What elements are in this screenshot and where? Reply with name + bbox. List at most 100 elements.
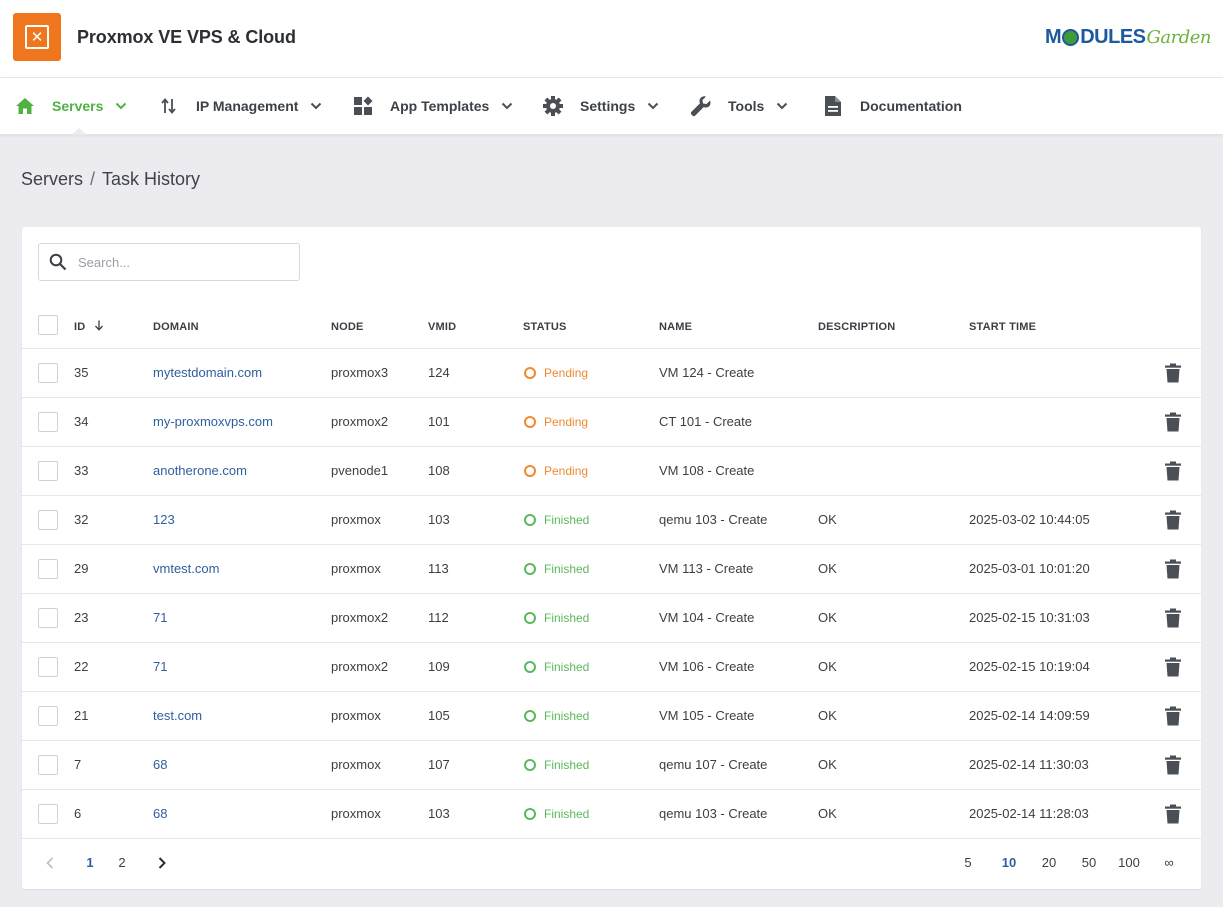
- cell-node: proxmox2: [331, 610, 389, 625]
- cell-vmid: 112: [428, 610, 449, 625]
- cell-domain[interactable]: vmtest.com: [153, 561, 220, 576]
- status-badge: Finished: [524, 496, 589, 544]
- status-circle-icon: [524, 661, 536, 673]
- row-checkbox[interactable]: [38, 804, 58, 824]
- page-size-20[interactable]: 20: [1041, 855, 1057, 870]
- cell-node: proxmox2: [331, 659, 389, 674]
- trash-icon[interactable]: [1164, 755, 1182, 775]
- cell-vmid: 113: [428, 561, 449, 576]
- cell-description: OK: [818, 757, 837, 772]
- nav-ip-management[interactable]: IP Management: [158, 78, 322, 134]
- cell-node: proxmox: [331, 806, 381, 821]
- cell-domain[interactable]: 123: [153, 512, 175, 527]
- cell-domain[interactable]: 71: [153, 610, 168, 625]
- nav-servers[interactable]: Servers: [14, 78, 127, 134]
- row-checkbox[interactable]: [38, 461, 58, 481]
- app-header: ✕ Proxmox VE VPS & Cloud M DULES Garden: [0, 0, 1223, 78]
- cell-name: VM 113 - Create: [659, 561, 754, 576]
- prev-page-button[interactable]: [40, 839, 60, 887]
- nav-documentation[interactable]: Documentation: [822, 78, 962, 134]
- page-2-button[interactable]: 2: [118, 855, 126, 870]
- cell-name: VM 108 - Create: [659, 463, 755, 478]
- page-size-all[interactable]: ∞: [1164, 855, 1174, 870]
- cell-name: VM 104 - Create: [659, 610, 755, 625]
- row-checkbox[interactable]: [38, 363, 58, 383]
- cell-id: 6: [74, 806, 82, 821]
- page-size-50[interactable]: 50: [1081, 855, 1097, 870]
- row-checkbox[interactable]: [38, 510, 58, 530]
- pagination: 1 2 5 10 20 50 100 ∞: [22, 839, 1201, 887]
- nav-tools-label: Tools: [728, 98, 765, 114]
- page-size-5[interactable]: 5: [964, 855, 972, 870]
- cell-vmid: 124: [428, 365, 450, 380]
- cell-vmid: 105: [428, 708, 450, 723]
- chevron-left-icon: [46, 857, 54, 869]
- trash-icon[interactable]: [1164, 510, 1182, 530]
- nav-settings[interactable]: Settings: [542, 78, 659, 134]
- trash-icon[interactable]: [1164, 412, 1182, 432]
- status-circle-icon: [524, 367, 536, 379]
- next-page-button[interactable]: [152, 839, 172, 887]
- cell-name: VM 124 - Create: [659, 365, 755, 380]
- page-size-100[interactable]: 100: [1118, 855, 1140, 870]
- select-all-checkbox[interactable]: [38, 315, 58, 335]
- cell-description: OK: [818, 512, 837, 527]
- status-badge: Pending: [524, 447, 588, 495]
- app-logo[interactable]: ✕: [13, 13, 61, 61]
- row-checkbox[interactable]: [38, 412, 58, 432]
- cell-domain[interactable]: 71: [153, 659, 168, 674]
- trash-icon[interactable]: [1164, 706, 1182, 726]
- status-label: Pending: [544, 366, 589, 380]
- page-size-10[interactable]: 10: [1001, 855, 1017, 870]
- row-checkbox[interactable]: [38, 755, 58, 775]
- breadcrumb-servers[interactable]: Servers: [21, 169, 84, 189]
- column-header-vmid[interactable]: VMID: [428, 321, 457, 333]
- search-box[interactable]: [38, 243, 300, 281]
- status-label: Finished: [544, 611, 590, 625]
- breadcrumb-separator: /: [90, 169, 96, 189]
- search-input[interactable]: [78, 254, 278, 270]
- nav-tools[interactable]: Tools: [690, 78, 788, 134]
- modulesgarden-logo[interactable]: M DULES Garden: [1045, 26, 1211, 49]
- cell-vmid: 101: [428, 414, 450, 429]
- chevron-down-icon: [776, 100, 788, 112]
- cell-start-time: 2025-02-14 14:09:59: [969, 708, 1090, 723]
- cell-domain[interactable]: test.com: [153, 708, 203, 723]
- column-header-domain[interactable]: DOMAIN: [153, 321, 199, 333]
- trash-icon[interactable]: [1164, 608, 1182, 628]
- column-header-start-time[interactable]: START TIME: [969, 321, 1037, 333]
- trash-icon[interactable]: [1164, 804, 1182, 824]
- cell-domain[interactable]: 68: [153, 806, 168, 821]
- chevron-right-icon: [158, 857, 166, 869]
- cell-domain[interactable]: my-proxmoxvps.com: [153, 414, 273, 429]
- cell-vmid: 103: [428, 512, 450, 527]
- status-badge: Finished: [524, 545, 589, 593]
- row-checkbox[interactable]: [38, 608, 58, 628]
- main-nav: Servers IP Management App Templates Sett…: [0, 78, 1223, 135]
- page-1-button[interactable]: 1: [86, 855, 94, 870]
- cell-node: proxmox: [331, 512, 381, 527]
- nav-app-templates[interactable]: App Templates: [352, 78, 513, 134]
- cell-domain[interactable]: mytestdomain.com: [153, 365, 263, 380]
- row-checkbox[interactable]: [38, 706, 58, 726]
- cell-domain[interactable]: anotherone.com: [153, 463, 247, 478]
- wrench-icon: [690, 95, 712, 117]
- trash-icon[interactable]: [1164, 363, 1182, 383]
- row-checkbox[interactable]: [38, 657, 58, 677]
- trash-icon[interactable]: [1164, 657, 1182, 677]
- column-header-description[interactable]: DESCRIPTION: [818, 321, 896, 333]
- column-header-name[interactable]: NAME: [659, 321, 693, 333]
- trash-icon[interactable]: [1164, 559, 1182, 579]
- cell-domain[interactable]: 68: [153, 757, 168, 772]
- widgets-icon: [352, 95, 374, 117]
- table-row: 6 68 proxmox 103 qemu 103 - Create OK 2025-02-…: [22, 790, 1201, 839]
- row-checkbox[interactable]: [38, 559, 58, 579]
- status-label: Finished: [544, 758, 590, 772]
- column-header-id[interactable]: ID: [74, 305, 104, 349]
- column-header-node[interactable]: NODE: [331, 321, 364, 333]
- status-badge: Finished: [524, 692, 589, 740]
- column-header-status[interactable]: STATUS: [523, 321, 567, 333]
- status-label: Finished: [544, 562, 590, 576]
- trash-icon[interactable]: [1164, 461, 1182, 481]
- document-icon: [822, 95, 844, 117]
